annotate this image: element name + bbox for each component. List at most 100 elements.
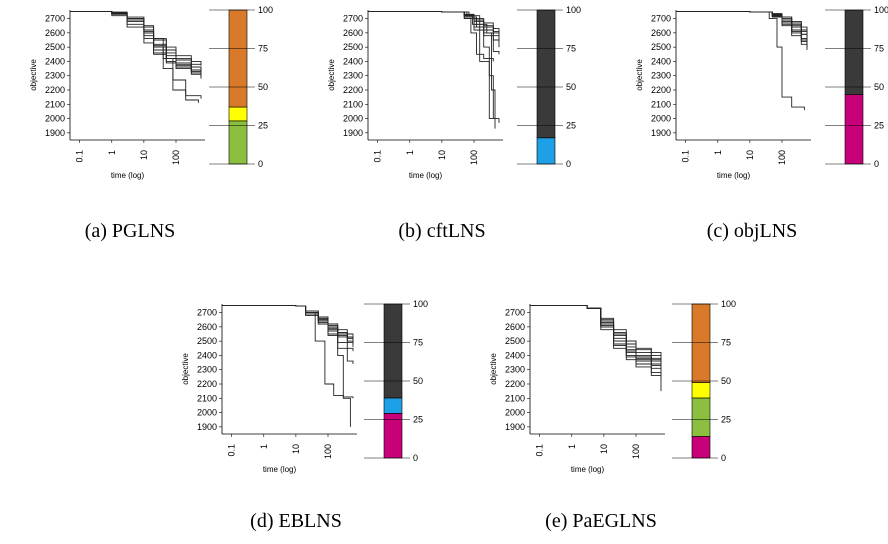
x-axis-title: time (log): [571, 465, 605, 474]
figure-caption: (e) PaEGLNS: [545, 510, 657, 532]
y-tick-label: 2200: [343, 85, 363, 95]
bar-tick-label: 50: [258, 82, 268, 92]
y-axis-title: objective: [635, 59, 644, 91]
x-tick-label: 1: [107, 150, 117, 155]
bar-tick-label: 100: [874, 5, 888, 15]
bar-segment-green: [691, 397, 711, 437]
y-tick-label: 2200: [45, 85, 65, 95]
x-tick-label: 0.1: [373, 150, 383, 163]
series-line-10: [70, 10, 202, 99]
bar-segment-magenta: [844, 94, 864, 165]
y-tick-label: 2000: [45, 114, 65, 124]
y-tick-label: 2100: [505, 393, 525, 403]
series-line-6: [368, 10, 500, 123]
bar-tick-label: 0: [721, 453, 726, 463]
y-tick-label: 2300: [45, 71, 65, 81]
series-line-5: [222, 304, 354, 347]
bar-tick-label: 25: [413, 415, 423, 425]
series-line-9: [530, 304, 662, 362]
y-tick-label: 2700: [651, 14, 671, 24]
bar-tick-label: 100: [413, 299, 428, 309]
x-tick-label: 0.1: [535, 444, 545, 457]
y-tick-label: 2400: [343, 56, 363, 66]
y-tick-label: 1900: [197, 422, 217, 432]
y-tick-label: 1900: [651, 128, 671, 138]
x-tick-label: 100: [171, 150, 181, 165]
bar-segment-orange: [691, 303, 711, 383]
figure-caption: (b) cftLNS: [398, 220, 486, 242]
x-tick-label: 100: [777, 150, 787, 165]
series-line-3: [530, 304, 662, 363]
bar-segment-magenta: [691, 436, 711, 459]
series-line-2: [676, 10, 808, 45]
x-tick-label: 10: [291, 444, 301, 454]
y-tick-label: 2500: [505, 336, 525, 346]
bar-tick-label: 0: [413, 453, 418, 463]
bar-segment-bar_dark: [844, 9, 864, 95]
series-line-6: [222, 304, 354, 364]
y-tick-label: 2400: [505, 350, 525, 360]
y-tick-label: 2500: [651, 42, 671, 52]
x-tick-label: 100: [469, 150, 479, 165]
bar-segment-bar_dark: [383, 303, 403, 399]
y-tick-label: 2700: [197, 308, 217, 318]
y-tick-label: 1900: [343, 128, 363, 138]
bar-tick-label: 75: [258, 44, 268, 54]
bar-tick-label: 25: [258, 121, 268, 131]
series-line-10: [222, 304, 354, 352]
figure-caption: (c) objLNS: [706, 220, 798, 242]
series-line-7: [222, 304, 354, 399]
x-tick-label: 10: [139, 150, 149, 160]
figure-caption: (a) PGLNS: [84, 220, 176, 242]
bar-tick-label: 75: [566, 44, 576, 54]
bar-segment-yellow: [228, 106, 248, 122]
y-axis-title: objective: [327, 59, 336, 91]
bar-tick-label: 50: [566, 82, 576, 92]
bar-tick-label: 25: [566, 121, 576, 131]
y-tick-label: 2200: [651, 85, 671, 95]
bar-tick-label: 100: [721, 299, 736, 309]
x-tick-label: 100: [631, 444, 641, 459]
series-line-5: [70, 10, 202, 73]
chart-panel-2: 1900 2000 2100 2200 2300 2400 2500 2600 2700 0.1 1…: [327, 5, 581, 180]
series-line-5: [530, 304, 662, 379]
series-line-6: [70, 10, 202, 65]
bar-tick-label: 50: [413, 376, 423, 386]
bar-tick-label: 50: [874, 82, 884, 92]
x-axis-title: time (log): [717, 171, 751, 180]
bar-tick-label: 0: [566, 159, 571, 169]
x-tick-label: 1: [713, 150, 723, 155]
bar-tick-label: 25: [721, 415, 731, 425]
x-tick-label: 0.1: [227, 444, 237, 457]
bar-segment-bar_dark: [536, 9, 556, 139]
bar-tick-label: 100: [258, 5, 273, 15]
chart-panel-3: 1900 2000 2100 2200 2300 2400 2500 2600 2700 0.1 1…: [635, 5, 888, 180]
y-tick-label: 2700: [45, 14, 65, 24]
y-tick-label: 2100: [45, 99, 65, 109]
series-line-2: [222, 304, 354, 344]
y-tick-label: 2100: [197, 393, 217, 403]
y-tick-label: 2400: [45, 56, 65, 66]
series-line-7: [676, 10, 805, 110]
series-line-6: [530, 304, 662, 356]
y-tick-label: 2700: [343, 14, 363, 24]
series-line-2: [530, 304, 662, 369]
y-tick-label: 2200: [505, 379, 525, 389]
x-tick-label: 10: [745, 150, 755, 160]
y-tick-label: 1900: [505, 422, 525, 432]
bar-segment-blue: [383, 397, 403, 414]
bar-segment-blue: [536, 137, 556, 165]
x-tick-label: 1: [567, 444, 577, 449]
y-tick-label: 2400: [651, 56, 671, 66]
y-axis-title: objective: [181, 353, 190, 385]
x-tick-label: 1: [405, 150, 415, 155]
y-tick-label: 2500: [197, 336, 217, 346]
y-tick-label: 2300: [651, 71, 671, 81]
y-tick-label: 2400: [197, 350, 217, 360]
y-tick-label: 2600: [651, 28, 671, 38]
bar-segment-magenta: [383, 413, 403, 459]
bar-tick-label: 75: [413, 338, 423, 348]
x-tick-label: 100: [323, 444, 333, 459]
y-axis-title: objective: [489, 353, 498, 385]
